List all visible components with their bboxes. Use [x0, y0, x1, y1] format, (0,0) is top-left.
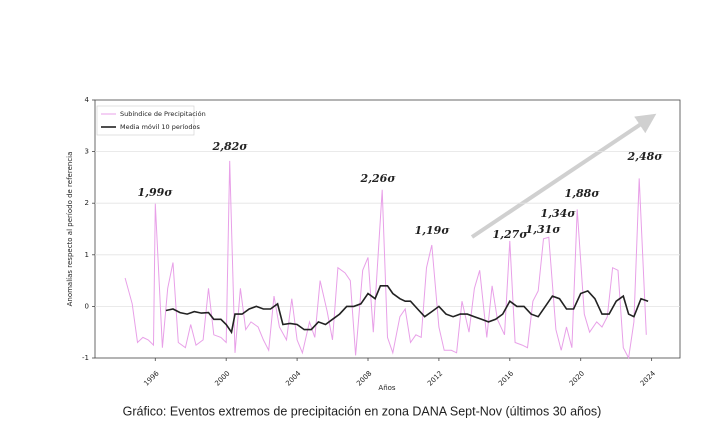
x-tick-label: 2012	[426, 369, 444, 387]
y-tick-label: 3	[85, 148, 89, 156]
caption: Gráfico: Eventos extremos de precipitaci…	[123, 404, 602, 418]
y-axis-label: Anomalías respecto al período de referen…	[66, 152, 74, 307]
x-tick-label: 2004	[284, 369, 303, 388]
annotation: 1,27σ	[493, 228, 529, 241]
plot-frame	[94, 99, 681, 359]
y-tick-label: 2	[85, 199, 89, 207]
annotation: 2,26σ	[360, 172, 397, 185]
legend-label: Media móvil 10 períodos	[120, 123, 200, 131]
y-tick-label: 4	[85, 96, 90, 104]
legend-label: Subíndice de Precipitación	[120, 110, 206, 118]
trend-arrow	[470, 113, 657, 239]
annotation: 1,88σ	[565, 187, 601, 200]
x-axis-label: Años	[378, 384, 396, 392]
x-tick-label: 1996	[142, 369, 161, 388]
y-tick-label: 1	[85, 251, 89, 259]
annotation: 2,48σ	[627, 150, 664, 163]
x-tick-label: 2020	[568, 369, 586, 387]
y-tick-label: 0	[85, 302, 89, 310]
annotation: 1,99σ	[138, 186, 174, 199]
x-tick-label: 2008	[355, 369, 373, 387]
x-tick-label: 2016	[497, 369, 516, 388]
annotation: 1,19σ	[415, 224, 451, 237]
annotation: 1,34σ	[541, 207, 577, 220]
annotation: 1,31σ	[526, 223, 562, 236]
x-tick-label: 2024	[639, 369, 658, 388]
annotation: 2,82σ	[212, 140, 249, 153]
series-line	[165, 285, 649, 335]
x-tick-label: 2000	[213, 369, 231, 387]
series-line	[124, 160, 647, 360]
legend-box	[96, 105, 195, 136]
y-tick-label: -1	[82, 354, 89, 362]
